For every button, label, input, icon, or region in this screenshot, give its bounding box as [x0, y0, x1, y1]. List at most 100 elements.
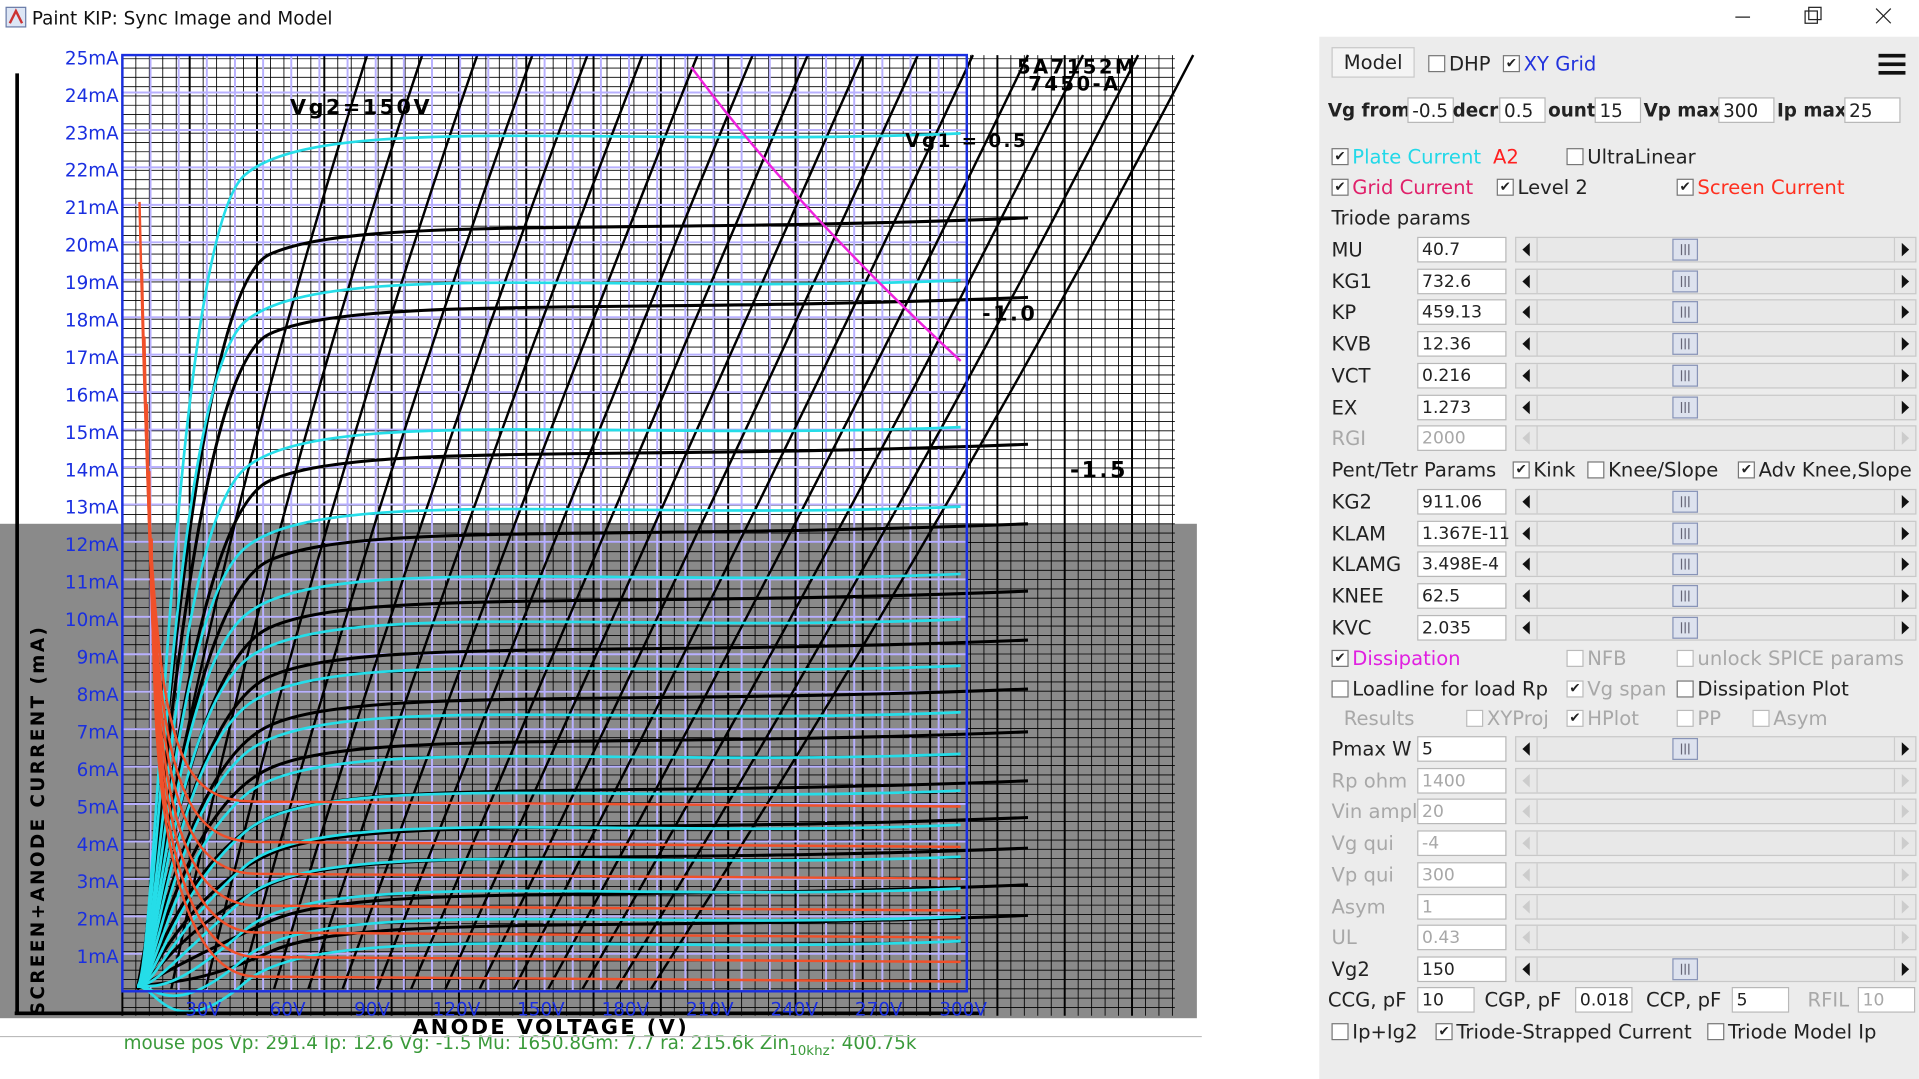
- text-field[interactable]: 10: [1417, 986, 1475, 1013]
- plate-current-curve: [136, 887, 961, 988]
- checkbox[interactable]: ✔: [1331, 178, 1349, 196]
- control-panel: Model DHP ✔ XY Grid Vg from -0.5 decr 0.5 ount 15…: [1319, 36, 1919, 1079]
- checkbox[interactable]: ✔: [1331, 148, 1349, 166]
- slider[interactable]: [1515, 488, 1917, 515]
- text-field[interactable]: -0.5: [1407, 97, 1454, 123]
- plate-current-curve: [136, 710, 961, 988]
- scan-curve: [512, 54, 975, 990]
- scan-label: ANODE VOLTAGE (V): [412, 1015, 689, 1039]
- y-tick-label: 10mA: [65, 610, 119, 631]
- param-label: EX: [1331, 395, 1358, 419]
- slider[interactable]: [1515, 362, 1917, 389]
- param-field[interactable]: 1.273: [1417, 394, 1507, 420]
- screen-current-curve: [152, 605, 961, 983]
- checkbox[interactable]: [1707, 1023, 1725, 1041]
- checkbox: ✔: [1566, 709, 1584, 727]
- field-label: Vg from: [1327, 99, 1411, 122]
- x-tick-label: 60V: [270, 1000, 306, 1021]
- slider[interactable]: [1515, 583, 1917, 609]
- slider[interactable]: [1515, 394, 1917, 420]
- slider[interactable]: [1515, 331, 1917, 357]
- slider[interactable]: [1515, 236, 1917, 263]
- param-field[interactable]: 911.06: [1417, 488, 1507, 515]
- param-field[interactable]: 62.5: [1417, 583, 1507, 609]
- plate-current-curve: [136, 664, 961, 988]
- y-tick-label: 7mA: [77, 722, 120, 743]
- scan-curve: [478, 54, 919, 990]
- slider-track: [1522, 363, 1910, 388]
- scan-label: 7450-A: [1028, 73, 1120, 96]
- checkbox-label: Dissipation Plot: [1697, 677, 1849, 701]
- text-field[interactable]: 5: [1731, 986, 1790, 1013]
- scan-curve: [375, 54, 754, 990]
- checkbox[interactable]: [1587, 461, 1605, 479]
- plate-current-curve: [136, 823, 961, 988]
- text-field[interactable]: 15: [1594, 97, 1642, 123]
- checkbox[interactable]: [1676, 680, 1694, 698]
- scan-curve: [410, 54, 809, 990]
- checkbox[interactable]: [1331, 1023, 1349, 1041]
- param-field[interactable]: 732.6: [1417, 268, 1507, 294]
- plate-current-curve: [136, 855, 961, 988]
- slider[interactable]: [1515, 520, 1917, 547]
- status-text: 10khz: [789, 1044, 830, 1059]
- window-controls[interactable]: [1713, 0, 1919, 37]
- param-label: VCT: [1331, 363, 1371, 388]
- y-tick-label: 14mA: [65, 460, 119, 481]
- x-tick-label: 90V: [354, 1000, 390, 1021]
- param-label: Rp ohm: [1331, 768, 1408, 793]
- checkbox[interactable]: ✔: [1435, 1023, 1453, 1041]
- text-field[interactable]: 25: [1844, 97, 1901, 123]
- slider[interactable]: [1515, 736, 1917, 762]
- checkbox[interactable]: ✔: [1502, 55, 1520, 73]
- checkbox[interactable]: ✔: [1676, 178, 1694, 196]
- text-field[interactable]: 0.5: [1499, 97, 1546, 123]
- checkbox-label: Triode Model Ip: [1728, 1020, 1877, 1044]
- checkbox-label: HPlot: [1587, 706, 1639, 730]
- param-field[interactable]: 2.035: [1417, 614, 1507, 641]
- text-field[interactable]: 0.018: [1575, 986, 1633, 1013]
- checkbox[interactable]: ✔: [1331, 649, 1349, 667]
- param-field[interactable]: 3.498E-4: [1417, 551, 1507, 578]
- y-tick-label: 4mA: [77, 835, 120, 856]
- slider[interactable]: [1515, 956, 1917, 982]
- section-heading: Triode params: [1331, 206, 1471, 230]
- checkbox[interactable]: [1331, 680, 1349, 698]
- x-tick-label: 240V: [770, 1000, 818, 1021]
- param-field[interactable]: 459.13: [1417, 299, 1507, 326]
- slider-track: [1522, 332, 1910, 356]
- y-tick-label: 21mA: [65, 198, 119, 219]
- scan-curve: [135, 730, 1029, 991]
- model-button[interactable]: Model: [1331, 47, 1415, 78]
- checkbox[interactable]: ✔: [1737, 461, 1755, 479]
- slider[interactable]: [1515, 551, 1917, 578]
- plot-area[interactable]: 1mA 2mA 3mA 4mA 5mA 6mA 7mA 8mA 9mA 10mA 11mA 12mA 1…: [0, 36, 1320, 1079]
- checkbox-label: unlock SPICE params: [1697, 646, 1905, 671]
- checkbox[interactable]: [1566, 148, 1584, 166]
- param-field[interactable]: 40.7: [1417, 236, 1507, 263]
- param-label: KLAM: [1331, 521, 1386, 545]
- slider: [1515, 861, 1917, 888]
- x-tick-label: 180V: [602, 1000, 650, 1021]
- checkbox: [1752, 709, 1770, 727]
- param-field[interactable]: 5: [1417, 736, 1507, 762]
- slider[interactable]: [1515, 299, 1917, 326]
- param-field[interactable]: 1.367E-11: [1417, 520, 1510, 547]
- param-field[interactable]: 150: [1417, 956, 1507, 982]
- param-field[interactable]: 12.36: [1417, 331, 1507, 357]
- slider-track: [1522, 553, 1910, 577]
- menu-button[interactable]: [1876, 49, 1910, 78]
- checkbox[interactable]: ✔: [1496, 178, 1514, 196]
- checkbox[interactable]: ✔: [1512, 461, 1530, 479]
- param-field[interactable]: 0.216: [1417, 362, 1507, 389]
- plate-current-curve: [135, 425, 961, 988]
- scan-curve: [135, 522, 1029, 991]
- text-field[interactable]: 300: [1718, 97, 1775, 123]
- field-label: CCP, pF: [1646, 988, 1722, 1012]
- scan-label: 5A7152M: [1017, 55, 1137, 78]
- slider[interactable]: [1515, 614, 1917, 641]
- slider[interactable]: [1515, 268, 1917, 294]
- checkbox[interactable]: [1428, 55, 1446, 73]
- y-tick-label: 1mA: [77, 947, 120, 968]
